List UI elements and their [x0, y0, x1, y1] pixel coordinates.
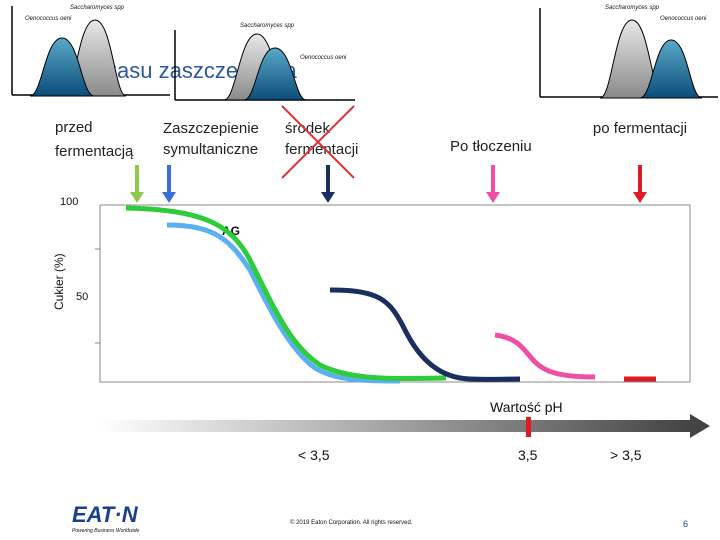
ph-arrowhead [690, 414, 710, 438]
page-number: 6 [683, 519, 688, 529]
stage-box: środek fermentacji [285, 120, 359, 158]
mini-chart: Saccharomyces spp Oenococcus oeni [174, 23, 355, 101]
ph-bar [100, 420, 690, 432]
cross-out [281, 105, 355, 179]
stage-label: środek fermentacji [285, 120, 359, 158]
stage-label: Po tłoczeniu [450, 138, 532, 155]
ph-tick: < 3,5 [298, 447, 330, 463]
stage-box: przed fermentacją [55, 119, 134, 160]
arrows [130, 165, 647, 203]
stage-label: po fermentacji [592, 120, 688, 137]
stage-label: przed fermentacją [55, 119, 134, 160]
ph-tick: 3,5 [518, 447, 538, 463]
ph-marker [526, 417, 531, 437]
stage-box: Zaszczepienie symultaniczne [163, 120, 259, 158]
organism-label: Saccharomyces spp [70, 5, 125, 11]
mini-chart: Saccharomyces spp Oenococcus oeni [539, 5, 718, 99]
curves [125, 205, 656, 384]
stage-box: po fermentacji [592, 120, 688, 137]
mini-chart: Saccharomyces spp Oenococcus oeni [11, 5, 170, 97]
organism-label: Oenococcus oeni [25, 16, 72, 22]
y-axis-label: Cukier (%) [52, 253, 66, 310]
y-tick-label: 100 [60, 196, 78, 208]
organism-label: Saccharomyces spp [240, 23, 295, 29]
ph-tick: > 3,5 [610, 447, 642, 463]
copyright: © 2019 Eaton Corporation. All rights res… [290, 519, 413, 526]
organism-label: Oenococcus oeni [300, 55, 347, 61]
tick [95, 248, 100, 344]
annotation: AG [222, 224, 240, 238]
organism-label: Oenococcus oeni [660, 16, 707, 22]
stage-label: Zaszczepienie symultaniczne [163, 120, 259, 158]
logo: EAT·N [72, 502, 139, 527]
logo-tagline: Powering Business Worldwide [72, 528, 139, 534]
plot-frame [99, 204, 691, 383]
ph-label: Wartość pH [490, 399, 563, 415]
y-tick-label: 50 [76, 291, 88, 303]
organism-label: Saccharomyces spp [605, 5, 660, 11]
